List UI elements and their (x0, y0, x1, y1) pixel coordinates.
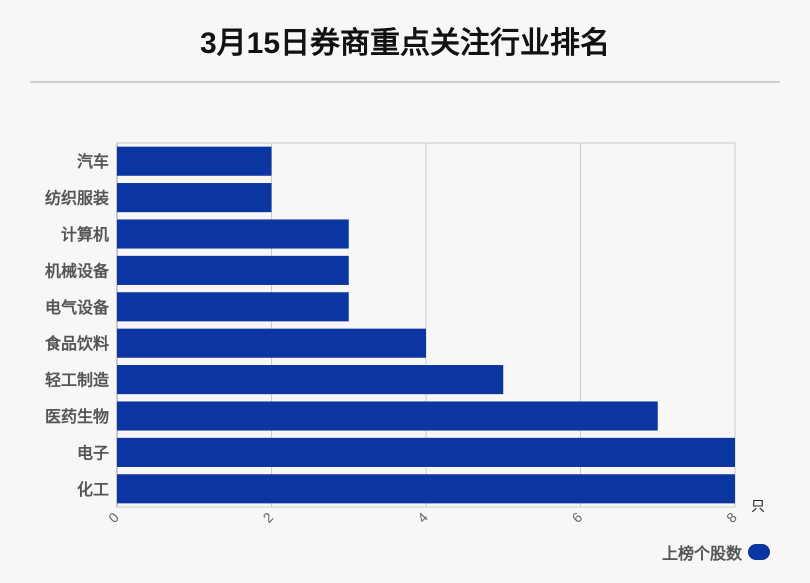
legend-swatch[interactable] (748, 544, 770, 560)
bar (117, 401, 658, 431)
x-unit-label: 只 (751, 498, 765, 514)
bar (117, 292, 349, 322)
x-tick-label: 6 (569, 509, 586, 526)
y-category-label: 汽车 (77, 152, 109, 171)
bar (117, 146, 272, 176)
y-category-label: 化工 (77, 480, 109, 499)
bar (117, 365, 504, 395)
y-category-label: 计算机 (61, 225, 109, 244)
bar (117, 474, 735, 504)
x-tick-label: 0 (105, 509, 122, 526)
y-category-label: 医药生物 (45, 407, 109, 426)
bar (117, 219, 349, 249)
legend-label: 上榜个股数 (661, 546, 742, 563)
y-category-label: 纺织服装 (45, 189, 109, 208)
bar (117, 437, 735, 467)
chart-title: 3月15日券商重点关注行业排名 (199, 27, 611, 60)
y-category-label: 电子 (77, 443, 109, 462)
x-tick-label: 4 (414, 509, 431, 526)
bar (117, 255, 349, 285)
y-category-label: 电气设备 (45, 298, 110, 317)
y-category-label: 机械设备 (45, 261, 110, 280)
title-divider (30, 81, 780, 83)
legend: 上榜个股数 (662, 540, 770, 564)
y-category-label: 轻工制造 (45, 371, 110, 390)
x-tick-label: 8 (723, 509, 740, 526)
bar (117, 328, 426, 358)
x-tick-label: 2 (260, 509, 277, 526)
bar (117, 183, 272, 213)
y-category-label: 食品饮料 (44, 334, 109, 353)
